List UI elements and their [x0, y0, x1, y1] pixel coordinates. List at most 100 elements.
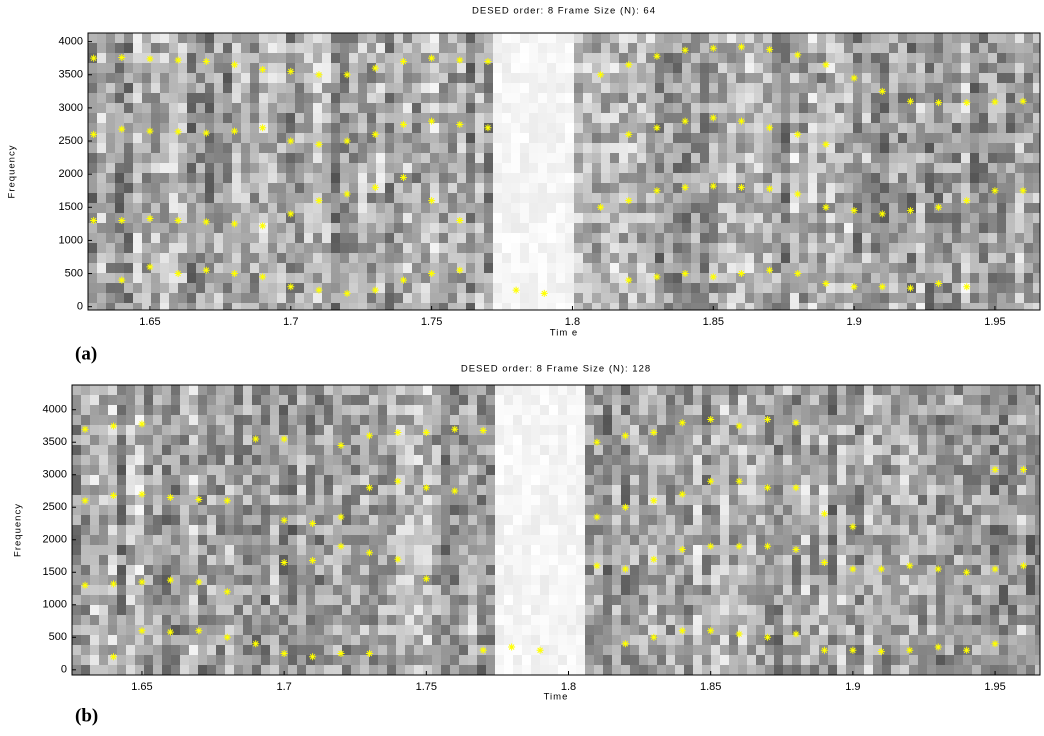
spectrogram-cell	[808, 63, 817, 73]
spectrogram-cell	[502, 173, 511, 183]
spectrogram-cell	[565, 43, 574, 53]
spectrogram-cell	[853, 123, 862, 133]
spectrogram-cell	[603, 405, 612, 415]
spectrogram-cell	[214, 203, 223, 213]
spectrogram-cell	[448, 273, 457, 283]
spectrogram-cell	[369, 555, 378, 565]
spectrogram-cell	[511, 143, 520, 153]
spectrogram-cell	[736, 93, 745, 103]
spectrogram-cell	[592, 283, 601, 293]
spectrogram-cell	[270, 415, 279, 425]
spectrogram-cell	[432, 425, 441, 435]
spectrogram-cell	[907, 83, 916, 93]
spectrogram-cell	[493, 203, 502, 213]
spectrogram-cell	[574, 53, 583, 63]
spectrogram-cell	[144, 535, 153, 545]
spectrogram-cell	[745, 243, 754, 253]
spectrogram-cell	[250, 213, 259, 223]
spectrogram-cell	[97, 243, 106, 253]
spectrogram-cell	[952, 223, 961, 233]
spectrogram-cell	[952, 143, 961, 153]
spectrogram-cell	[639, 585, 648, 595]
spectrogram-cell	[81, 415, 90, 425]
spectrogram-cell	[378, 505, 387, 515]
spectrogram-cell	[754, 203, 763, 213]
spectrogram-cell	[387, 655, 396, 665]
spectrogram-cell	[432, 605, 441, 615]
spectrogram-cell	[295, 103, 304, 113]
spectrogram-cell	[171, 395, 180, 405]
spectrogram-cell	[88, 293, 97, 303]
spectrogram-cell	[979, 183, 988, 193]
spectrogram-cell	[396, 515, 405, 525]
spectrogram-cell	[513, 635, 522, 645]
spectrogram-cell	[225, 435, 234, 445]
spectrogram-cell	[288, 585, 297, 595]
spectrogram-cell	[495, 645, 504, 655]
spectrogram-cell	[709, 163, 718, 173]
spectrogram-cell	[468, 565, 477, 575]
spectrogram-cell	[979, 123, 988, 133]
spectrogram-cell	[279, 405, 288, 415]
spectrogram-cell	[306, 665, 315, 675]
spectrogram-cell	[261, 605, 270, 615]
spectrogram-cell	[538, 133, 547, 143]
spectrogram-cell	[558, 635, 567, 645]
spectrogram-cell	[405, 395, 414, 405]
y-axis-label: Frequency	[7, 145, 18, 199]
spectrogram-cell	[360, 535, 369, 545]
spectrogram-cell	[457, 273, 466, 283]
spectrogram-cell	[925, 303, 934, 310]
spectrogram-cell	[880, 183, 889, 193]
spectrogram-cell	[322, 253, 331, 263]
spectrogram-cell	[547, 223, 556, 233]
spectrogram-cell	[1015, 123, 1024, 133]
spectrogram-cell	[655, 163, 664, 173]
spectrogram-cell	[549, 535, 558, 545]
spectrogram-cell	[369, 465, 378, 475]
spectrogram-cell	[952, 193, 961, 203]
spectrogram-cell	[214, 113, 223, 123]
spectrogram-cell	[637, 113, 646, 123]
spectrogram-cell	[630, 515, 639, 525]
spectrogram-cell	[862, 193, 871, 203]
spectrogram-cell	[934, 53, 943, 63]
spectrogram-cell	[324, 565, 333, 575]
spectrogram-cell	[351, 545, 360, 555]
spectrogram-cell	[144, 665, 153, 675]
spectrogram-cell	[81, 655, 90, 665]
spectrogram-cell	[241, 203, 250, 213]
spectrogram-cell	[745, 183, 754, 193]
spectrogram-cell	[268, 173, 277, 183]
spectrogram-cell	[196, 223, 205, 233]
spectrogram-cell	[493, 263, 502, 273]
spectrogram-cell	[450, 395, 459, 405]
spectrogram-cell	[916, 113, 925, 123]
spectrogram-cell	[585, 575, 594, 585]
spectrogram-cell	[558, 535, 567, 545]
spectrogram-cell	[268, 143, 277, 153]
spectrogram-cell	[232, 143, 241, 153]
spectrogram-cell	[351, 475, 360, 485]
spectrogram-cell	[799, 103, 808, 113]
spectrogram-cell	[331, 93, 340, 103]
spectrogram-cell	[261, 445, 270, 455]
spectrogram-cell	[486, 385, 495, 395]
spectrogram-cell	[358, 153, 367, 163]
spectrogram-cell	[349, 123, 358, 133]
spectrogram-cell	[250, 73, 259, 83]
spectrogram-cell	[529, 303, 538, 310]
spectrogram-cell	[414, 385, 423, 395]
spectrogram-cell	[403, 63, 412, 73]
spectrogram-cell	[655, 33, 664, 43]
spectrogram-cell	[160, 213, 169, 223]
spectrogram-cell	[133, 143, 142, 153]
spectrogram-cell	[72, 655, 81, 665]
spectrogram-cell	[493, 253, 502, 263]
spectrogram-cell	[180, 535, 189, 545]
spectrogram-cell	[142, 143, 151, 153]
spectrogram-cell	[673, 143, 682, 153]
spectrogram-cell	[502, 253, 511, 263]
spectrogram-cell	[180, 465, 189, 475]
spectrogram-cell	[450, 475, 459, 485]
